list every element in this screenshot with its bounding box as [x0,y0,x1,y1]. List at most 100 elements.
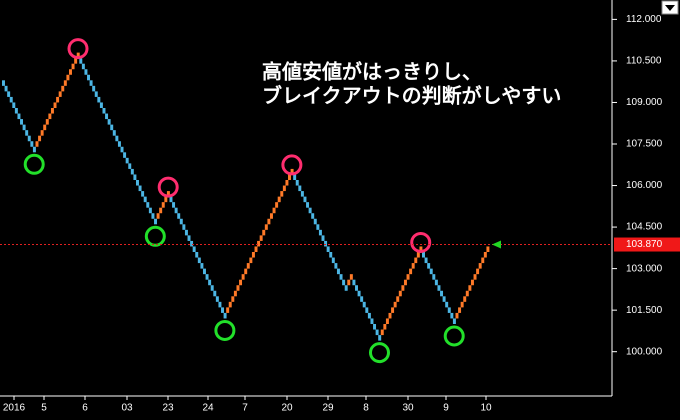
brick [110,124,114,131]
brick [190,240,194,247]
brick [27,135,31,142]
brick [288,174,291,180]
brick [74,58,78,64]
brick [92,85,96,92]
brick [141,191,145,197]
brick [272,207,276,214]
brick [102,108,106,114]
brick [115,135,119,142]
x-tick-label: 10 [480,403,492,414]
brick [259,235,263,241]
brick [365,307,369,313]
brick [262,229,266,236]
brick [251,252,255,258]
brick [434,279,438,286]
brick [347,279,351,286]
brick [290,168,294,175]
brick [267,218,271,225]
brick [468,285,472,291]
brick [215,296,219,302]
y-tick-label: 106.000 [626,180,663,191]
current-price-marker [492,240,501,249]
brick [442,296,446,302]
brick [380,329,384,336]
brick [437,285,441,291]
brick [241,274,245,280]
brick [486,246,490,252]
brick [419,246,423,252]
brick [463,296,467,302]
brick [164,196,168,203]
brick [398,290,402,297]
low-marker [23,153,45,175]
low-marker [443,325,465,347]
brick [280,191,284,197]
brick [53,102,57,108]
brick [409,268,413,275]
brick [339,274,343,280]
brick [94,91,98,97]
brick [440,290,444,297]
brick [470,279,474,286]
brick [105,113,109,120]
brick [355,285,358,291]
brick [97,96,101,103]
brick [264,224,268,230]
brick [112,130,116,136]
brick [58,91,62,97]
current-price-label: 103.870 [626,239,663,250]
brick [50,108,54,114]
brick [4,85,8,92]
brick [422,252,425,258]
brick [148,207,152,214]
brick [128,163,132,169]
brick [458,307,462,313]
brick [169,196,173,203]
low-marker [368,342,390,364]
brick [362,301,366,308]
brick [239,279,243,286]
brick [81,63,85,70]
brick [326,246,330,252]
brick [257,240,261,247]
brick [187,235,191,241]
brick [311,213,315,219]
brick [269,213,273,219]
menu-button[interactable] [661,0,679,15]
brick [84,69,88,75]
brick [478,263,482,269]
brick [218,301,222,308]
brick [473,274,477,280]
brick [56,96,60,103]
brick [146,202,150,208]
brick [349,274,353,280]
brick [254,246,258,252]
brick [293,174,297,180]
brick [63,80,67,86]
x-tick-label: 6 [82,403,88,414]
brick [329,252,333,258]
brick [195,252,199,258]
brick [14,108,18,114]
x-tick-label: 7 [242,403,248,414]
x-tick-label: 24 [202,403,214,414]
menu-button-arrow[interactable] [665,5,675,11]
brick [89,80,93,86]
x-tick-label: 23 [162,403,174,414]
brick [43,124,47,131]
brick [367,312,371,319]
brick [61,85,65,92]
x-tick-label: 03 [121,403,133,414]
brick [205,274,209,280]
brick [432,274,436,280]
brick [233,290,237,297]
brick [455,312,459,319]
brick [228,301,232,308]
brick [427,263,431,269]
brick [2,80,5,86]
brick [154,218,158,225]
high-marker [157,176,179,198]
brick [277,196,281,203]
